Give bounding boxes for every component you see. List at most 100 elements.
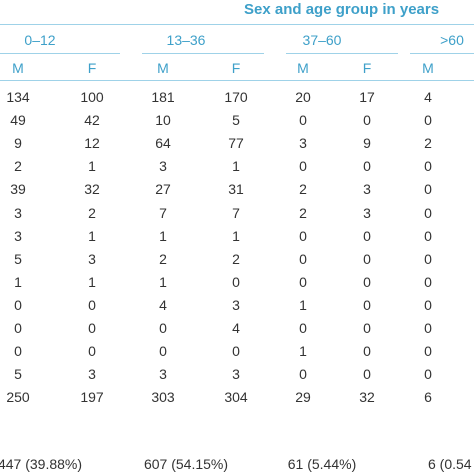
table-cell: 1 [159, 227, 167, 244]
table-cell: 64 [155, 135, 171, 152]
subheader-rule [0, 80, 474, 81]
table-cell: 1 [232, 227, 240, 244]
table-cell: 197 [80, 389, 104, 406]
table-cell: 49 [10, 112, 26, 129]
table-cell: 20 [295, 89, 311, 105]
table-cell: 0 [424, 112, 432, 129]
table-cell: 10 [155, 112, 171, 129]
table-cell: 134 [6, 89, 30, 105]
table-cell: 303 [151, 389, 175, 406]
table-cell: 2 [14, 158, 22, 175]
table-cell: 39 [10, 181, 26, 198]
table-cell: 1 [88, 227, 96, 244]
table-cell: 29 [295, 389, 311, 406]
table-cell: 3 [299, 135, 307, 152]
table-cell: 0 [232, 343, 240, 360]
table-cell: 0 [424, 204, 432, 221]
age-group-header: >60 [440, 32, 464, 48]
table-cell: 9 [14, 135, 22, 152]
table-cell: 2 [424, 135, 432, 152]
table-cell: 0 [424, 181, 432, 198]
table-cell: 17 [359, 89, 375, 105]
group-total: 607 (54.15%) [143, 456, 229, 472]
table-cell: 0 [159, 343, 167, 360]
table-cell: 5 [14, 250, 22, 267]
table-cell: 1 [88, 273, 96, 290]
table-cell: 3 [232, 366, 240, 383]
table-cell: 6 [424, 389, 432, 406]
table-cell: 9 [363, 135, 371, 152]
table-cell: 0 [299, 320, 307, 336]
table-cell: 1 [299, 296, 307, 313]
sex-subheader: F [231, 60, 241, 76]
table-cell: 0 [363, 227, 371, 244]
age-group-header: 0–12 [24, 32, 56, 48]
table-cell: 3 [159, 158, 167, 175]
table-cell: 0 [299, 250, 307, 267]
sex-subheader: M [157, 60, 169, 76]
table-cell: 0 [424, 296, 432, 313]
table-cell: 3 [88, 250, 96, 267]
sex-subheader: F [362, 60, 372, 76]
table-cell: 0 [363, 320, 371, 336]
table-cell: 2 [299, 181, 307, 198]
group-total: 6 (0.54 [428, 456, 472, 472]
table-cell: 5 [14, 366, 22, 383]
table-cell: 4 [424, 89, 432, 105]
table-cell: 0 [232, 273, 240, 290]
table-cell: 4 [232, 320, 240, 336]
table-cell: 2 [159, 250, 167, 267]
table-cell: 0 [424, 366, 432, 383]
table-cell: 3 [14, 227, 22, 244]
table-cell: 3 [88, 366, 96, 383]
table-cell: 0 [299, 112, 307, 129]
table-cell: 0 [363, 250, 371, 267]
age-group-rule [410, 53, 474, 54]
sex-subheader: F [87, 60, 97, 76]
table-cell: 0 [88, 320, 96, 336]
table-cell: 7 [232, 204, 240, 221]
table-cell: 0 [424, 320, 432, 336]
table-cell: 0 [88, 296, 96, 313]
table-cell: 0 [363, 366, 371, 383]
table-title: Sex and age group in years [244, 1, 440, 18]
table-cell: 0 [363, 158, 371, 175]
table-cell: 3 [159, 366, 167, 383]
table-cell: 2 [299, 204, 307, 221]
table-cell: 3 [363, 204, 371, 221]
table-cell: 0 [88, 343, 96, 360]
table-cell: 32 [359, 389, 375, 406]
table-cell: 0 [424, 158, 432, 175]
age-group-rule [286, 53, 398, 54]
table-cell: 0 [424, 250, 432, 267]
table-cell: 3 [14, 204, 22, 221]
sex-subheader: M [297, 60, 309, 76]
table-cell: 100 [80, 89, 104, 105]
table-cell: 4 [159, 296, 167, 313]
table-cell: 2 [88, 204, 96, 221]
table-cell: 1 [299, 343, 307, 360]
age-group-rule [142, 53, 264, 54]
table-cell: 77 [228, 135, 244, 152]
table-cell: 0 [14, 343, 22, 360]
table-cell: 2 [232, 250, 240, 267]
sex-subheader: M [422, 60, 434, 76]
table-cell: 0 [363, 112, 371, 129]
table-cell: 0 [363, 343, 371, 360]
group-total: 61 (5.44%) [287, 456, 357, 472]
group-total: 447 (39.88%) [0, 456, 83, 472]
table-cell: 0 [299, 366, 307, 383]
sex-subheader: M [12, 60, 24, 76]
table-cell: 250 [6, 389, 30, 406]
table-cell: 1 [14, 273, 22, 290]
table-cell: 0 [363, 296, 371, 313]
age-group-header: 13–36 [166, 32, 206, 48]
table-cell: 0 [424, 273, 432, 290]
table-cell: 0 [299, 227, 307, 244]
table-cell: 0 [424, 227, 432, 244]
table-cell: 170 [224, 89, 248, 105]
table-cell: 32 [84, 181, 100, 198]
table-cell: 7 [159, 204, 167, 221]
table-cell: 1 [159, 273, 167, 290]
table-cell: 3 [232, 296, 240, 313]
